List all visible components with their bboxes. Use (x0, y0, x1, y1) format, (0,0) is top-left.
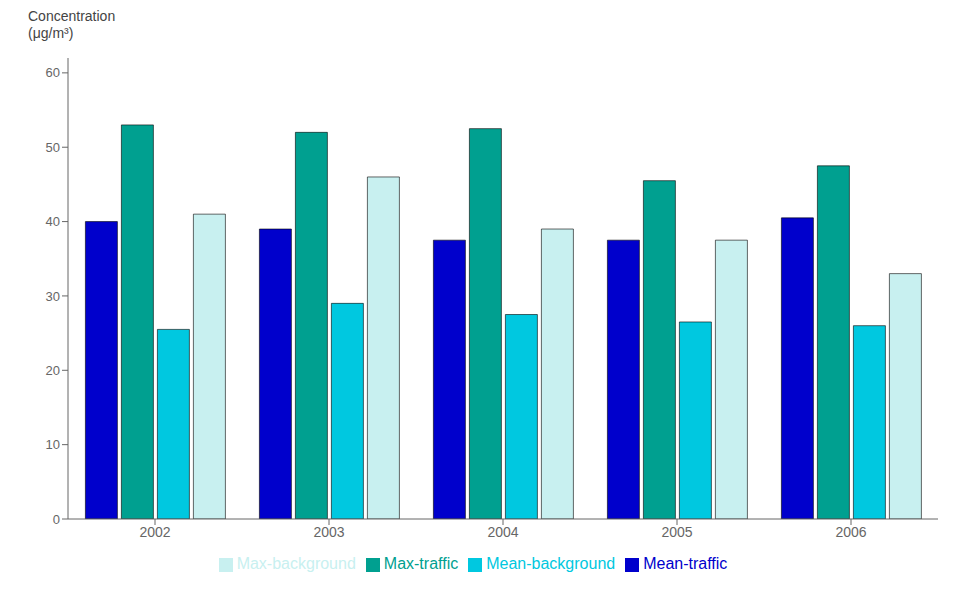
html-text:Max-background: Max-background (236, 555, 356, 572)
svg-text:0: 0 (53, 512, 60, 527)
svg-text:2004: 2004 (487, 524, 518, 540)
html-text:Mean-background: Mean-background (486, 555, 616, 572)
svg-text:40: 40 (46, 214, 60, 229)
svg-text:50: 50 (46, 140, 60, 155)
html-text:(μg/m³): (μg/m³) (28, 25, 74, 41)
svg-text:2006: 2006 (835, 524, 866, 540)
svg-text:60: 60 (46, 65, 60, 80)
html-text:Max-traffic: Max-traffic (383, 555, 459, 572)
svg-text:2003: 2003 (313, 524, 344, 540)
svg-text:2002: 2002 (139, 524, 170, 540)
html-text:Mean-traffic: Mean-traffic (643, 555, 728, 572)
svg-text:10: 10 (46, 437, 60, 452)
svg-text:20: 20 (46, 363, 60, 378)
svg-text:30: 30 (46, 289, 60, 304)
svg-text:2005: 2005 (661, 524, 692, 540)
html-text:Concentration: Concentration (28, 8, 116, 24)
